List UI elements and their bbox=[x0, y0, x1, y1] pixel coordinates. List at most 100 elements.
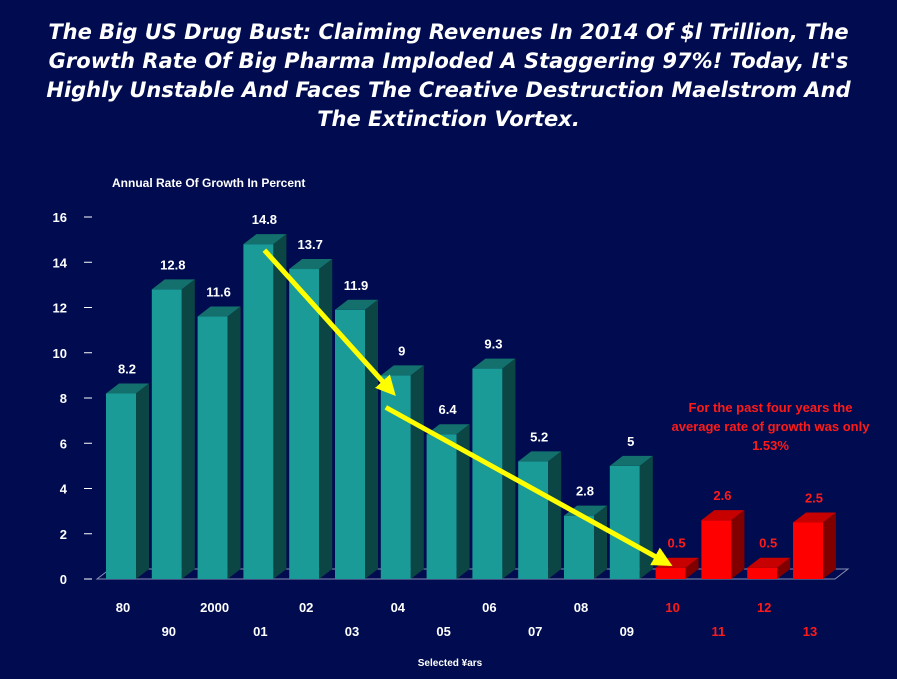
bar-front bbox=[472, 368, 503, 579]
x-tick-label: 12 bbox=[757, 600, 771, 615]
bar-value-label: 0.5 bbox=[668, 536, 686, 551]
bar-value-label: 11.6 bbox=[206, 285, 231, 300]
bar-top bbox=[380, 365, 424, 376]
x-tick-label: 04 bbox=[391, 600, 406, 615]
bar-highlight bbox=[793, 512, 836, 579]
bar-front bbox=[426, 434, 457, 579]
bar-side bbox=[594, 505, 607, 579]
bar-side bbox=[685, 557, 699, 579]
bar-value-label: 2.6 bbox=[713, 488, 731, 503]
y-tick-label: 4 bbox=[60, 482, 68, 497]
bar-side bbox=[823, 512, 836, 579]
bar-side bbox=[639, 455, 653, 579]
bar-side bbox=[456, 424, 470, 579]
bar-top bbox=[518, 451, 562, 462]
bar bbox=[472, 358, 516, 579]
x-tick-label: 03 bbox=[345, 624, 359, 639]
x-tick-label: 11 bbox=[712, 624, 726, 639]
bar-front bbox=[335, 309, 365, 579]
y-axis-label: Annual Rate Of Growth In Percent bbox=[112, 176, 306, 190]
bar-front bbox=[151, 289, 182, 579]
bar-top bbox=[151, 279, 195, 290]
bar-front bbox=[518, 461, 549, 579]
x-tick-label: 90 bbox=[162, 624, 176, 639]
bar-value-label: 5 bbox=[627, 434, 634, 449]
bar bbox=[243, 234, 287, 579]
bar-top bbox=[106, 383, 149, 394]
bar-front bbox=[609, 465, 640, 579]
x-tick-label: 09 bbox=[620, 624, 634, 639]
bar-value-label: 5.2 bbox=[530, 429, 548, 444]
y-tick-label: 2 bbox=[60, 527, 67, 542]
bar bbox=[380, 365, 424, 579]
y-tick-label: 16 bbox=[53, 210, 67, 225]
bar-side bbox=[410, 365, 424, 579]
bar-side bbox=[365, 299, 378, 579]
x-axis-label: Selected ¥ars bbox=[417, 658, 483, 669]
bar-value-label: 11.9 bbox=[344, 278, 369, 293]
x-tick-label: 10 bbox=[665, 600, 679, 615]
bar-front bbox=[243, 244, 274, 579]
x-tick-label: 08 bbox=[574, 600, 588, 615]
x-tick-label: 06 bbox=[482, 600, 496, 615]
bar-front bbox=[564, 515, 594, 579]
bar-top bbox=[197, 306, 241, 317]
bar bbox=[197, 306, 241, 579]
average-growth-note: For the past four years the average rate… bbox=[671, 400, 870, 453]
bar-side bbox=[181, 279, 195, 579]
bar bbox=[335, 299, 378, 579]
bar-value-label: 9.3 bbox=[484, 337, 502, 352]
bar-front bbox=[380, 375, 411, 579]
x-tick-label: 80 bbox=[116, 600, 130, 615]
bar-top bbox=[472, 358, 516, 369]
bar-side bbox=[273, 234, 287, 579]
bar bbox=[609, 455, 653, 579]
bar-value-label: 6.4 bbox=[439, 402, 458, 417]
bar-side bbox=[227, 306, 241, 579]
trend-arrow-second bbox=[384, 405, 673, 567]
x-tick-label: 07 bbox=[528, 624, 542, 639]
bar-front bbox=[106, 393, 136, 579]
bar bbox=[289, 259, 333, 579]
bar-front bbox=[701, 520, 732, 579]
bar-top bbox=[289, 259, 333, 270]
trend-arrow-first bbox=[262, 248, 396, 397]
bar-front bbox=[197, 316, 228, 579]
x-tick-label: 01 bbox=[253, 624, 267, 639]
bar-value-label: 8.2 bbox=[118, 361, 136, 376]
bar-top bbox=[793, 512, 836, 523]
x-tick-label: 2000 bbox=[200, 600, 229, 615]
bar-value-label: 0.5 bbox=[759, 536, 777, 551]
bar bbox=[151, 279, 195, 579]
bar-value-label: 2.5 bbox=[805, 490, 823, 505]
bar-value-label: 12.8 bbox=[160, 257, 185, 272]
bar-front bbox=[289, 269, 320, 579]
bar-side bbox=[136, 383, 149, 579]
x-tick-label: 05 bbox=[436, 624, 450, 639]
y-tick-label: 12 bbox=[53, 301, 67, 316]
bar-top bbox=[701, 510, 745, 521]
y-tick-label: 14 bbox=[53, 255, 68, 270]
bar-side bbox=[731, 510, 745, 579]
bar-top bbox=[335, 299, 378, 310]
bar-top bbox=[609, 455, 653, 466]
bar-value-label: 13.7 bbox=[298, 237, 323, 252]
bar bbox=[518, 451, 562, 579]
bar-highlight bbox=[747, 557, 791, 579]
y-tick-label: 0 bbox=[60, 572, 67, 587]
bar bbox=[106, 383, 149, 579]
y-tick-label: 8 bbox=[60, 391, 67, 406]
bar-top bbox=[747, 557, 791, 568]
bar-side bbox=[777, 557, 791, 579]
x-tick-label: 13 bbox=[803, 624, 817, 639]
chart-title: The Big US Drug Bust: Claiming Revenues … bbox=[46, 20, 851, 131]
bar-value-label: 14.8 bbox=[252, 212, 277, 227]
bar-top bbox=[243, 234, 287, 245]
bar-front bbox=[793, 522, 823, 579]
bar-top bbox=[426, 424, 470, 435]
bar bbox=[426, 424, 470, 579]
y-tick-label: 10 bbox=[53, 346, 67, 361]
bar-front bbox=[655, 567, 686, 579]
bar-value-label: 9 bbox=[398, 343, 405, 358]
